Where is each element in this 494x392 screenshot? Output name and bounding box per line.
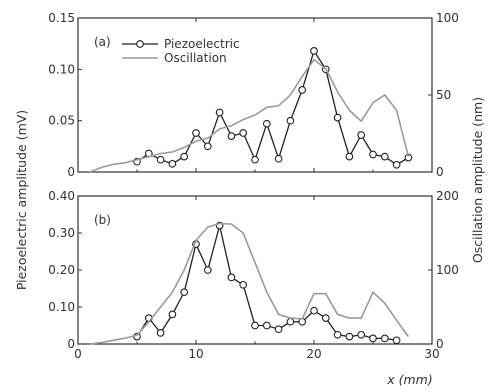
panel-a-label: (a) — [94, 35, 111, 49]
panel-b-piezoelectric-point — [227, 273, 236, 282]
panel-b-piezoelectric-point — [392, 336, 401, 345]
right-axis-title: Oscillation amplitude (nm) — [470, 97, 485, 263]
panel-b-piezoelectric-point — [380, 334, 389, 343]
panel-a-piezoelectric-point — [357, 131, 366, 139]
panel-a-piezoelectric-point — [239, 129, 248, 137]
panel-b-piezoelectric-point — [251, 321, 259, 330]
panel-b-y-right-tick-label: 0 — [436, 337, 444, 351]
legend-oscillation-label: Oscillation — [164, 51, 227, 65]
panel-a-piezoelectric-point — [168, 159, 177, 168]
panel-b-oscillation-line — [89, 222, 410, 345]
panel-a-y-right-tick-label: 100 — [436, 11, 459, 25]
panel-a-frame — [77, 17, 433, 173]
panel-a-piezoelectric-line — [136, 49, 409, 166]
panel-a-oscillation-line — [89, 58, 410, 173]
left-axis-title: Piezoelectric amplitude (mV) — [14, 110, 29, 290]
panel-b-x-tick-label: 20 — [306, 347, 321, 361]
panel-a-piezoelectric-point — [203, 142, 212, 151]
panel-b-y-right-tick-label: 100 — [436, 263, 459, 277]
panel-a-y-left-tick-label: 0.05 — [48, 114, 75, 128]
panel-b-piezoelectric-point — [168, 310, 177, 319]
panel-b-y-right-tick-label: 200 — [436, 189, 459, 203]
panel-b-y-left-tick-label: 0.40 — [48, 189, 75, 203]
panel-b-y-left-tick-label: 0 — [67, 337, 75, 351]
panel-a-piezoelectric-point — [298, 86, 307, 94]
panel-b-label: (b) — [94, 213, 111, 227]
panel-a-y-left-tick-label: 0.10 — [48, 62, 75, 76]
panel-a-piezoelectric-point — [369, 150, 377, 159]
panel-b-piezoelectric-point — [180, 288, 189, 297]
legend-piezoelectric-marker — [136, 40, 144, 48]
panel-a-y-right-tick-label: 50 — [436, 88, 451, 102]
panel-b-piezoelectric-point — [357, 330, 366, 339]
panel-b-piezoelectric-point — [345, 332, 354, 341]
panel-b-piezoelectric-point — [156, 329, 165, 337]
legend-piezoelectric-label: Piezoelectric — [164, 37, 240, 51]
panel-b-piezoelectric-point — [333, 330, 342, 339]
panel-b-piezoelectric-point — [239, 280, 248, 289]
panel-b-piezoelectric-point — [369, 334, 377, 343]
panel-a-piezoelectric-point — [333, 113, 342, 122]
panel-a-y-left-tick-label: 0.15 — [48, 11, 75, 25]
panel-a-y-right-tick-label: 0 — [436, 165, 444, 179]
x-axis-title: x (mm) — [386, 372, 432, 387]
panel-a-piezoelectric-point — [262, 119, 271, 128]
panel-a-piezoelectric-point — [286, 116, 295, 125]
panel-b-y-left-tick-label: 0.20 — [48, 263, 75, 277]
panel-b-x-tick-label: 10 — [188, 347, 203, 361]
panel-a-piezoelectric-point — [227, 132, 236, 140]
panel-a-piezoelectric-point — [345, 152, 354, 161]
panel-a-piezoelectric-point — [251, 155, 259, 164]
panel-a-piezoelectric-point — [310, 47, 318, 55]
panel-b-y-left-tick-label: 0.30 — [48, 226, 75, 240]
panel-a-piezoelectric-point — [156, 155, 165, 164]
panel-b-piezoelectric-point — [286, 317, 295, 326]
panel-b-piezoelectric-point — [262, 321, 271, 330]
panel-a-piezoelectric-point — [215, 108, 224, 117]
panel-a-piezoelectric-point — [380, 152, 389, 161]
panel-a-piezoelectric-point — [180, 152, 189, 161]
panel-a: 0 0.05 0.10 0.15 0 50 100 (a) PiezoelectricOscil… — [48, 11, 459, 179]
panel-a-piezoelectric-point — [192, 129, 200, 137]
panel-b-y-left-tick-label: 0.10 — [48, 300, 75, 314]
panel-b-x-tick-label: 0 — [74, 347, 82, 361]
panel-b-piezoelectric-point — [274, 325, 283, 334]
panel-b-x-tick-label: 30 — [424, 347, 439, 361]
panel-a-piezoelectric-point — [274, 154, 283, 163]
panel-b-piezoelectric-point — [310, 306, 318, 315]
panel-b-piezoelectric-point — [321, 314, 330, 322]
panel-b-piezoelectric-point — [203, 266, 212, 274]
panel-a-piezoelectric-point — [392, 160, 401, 169]
panel-a-y-left-tick-label: 0 — [67, 165, 75, 179]
